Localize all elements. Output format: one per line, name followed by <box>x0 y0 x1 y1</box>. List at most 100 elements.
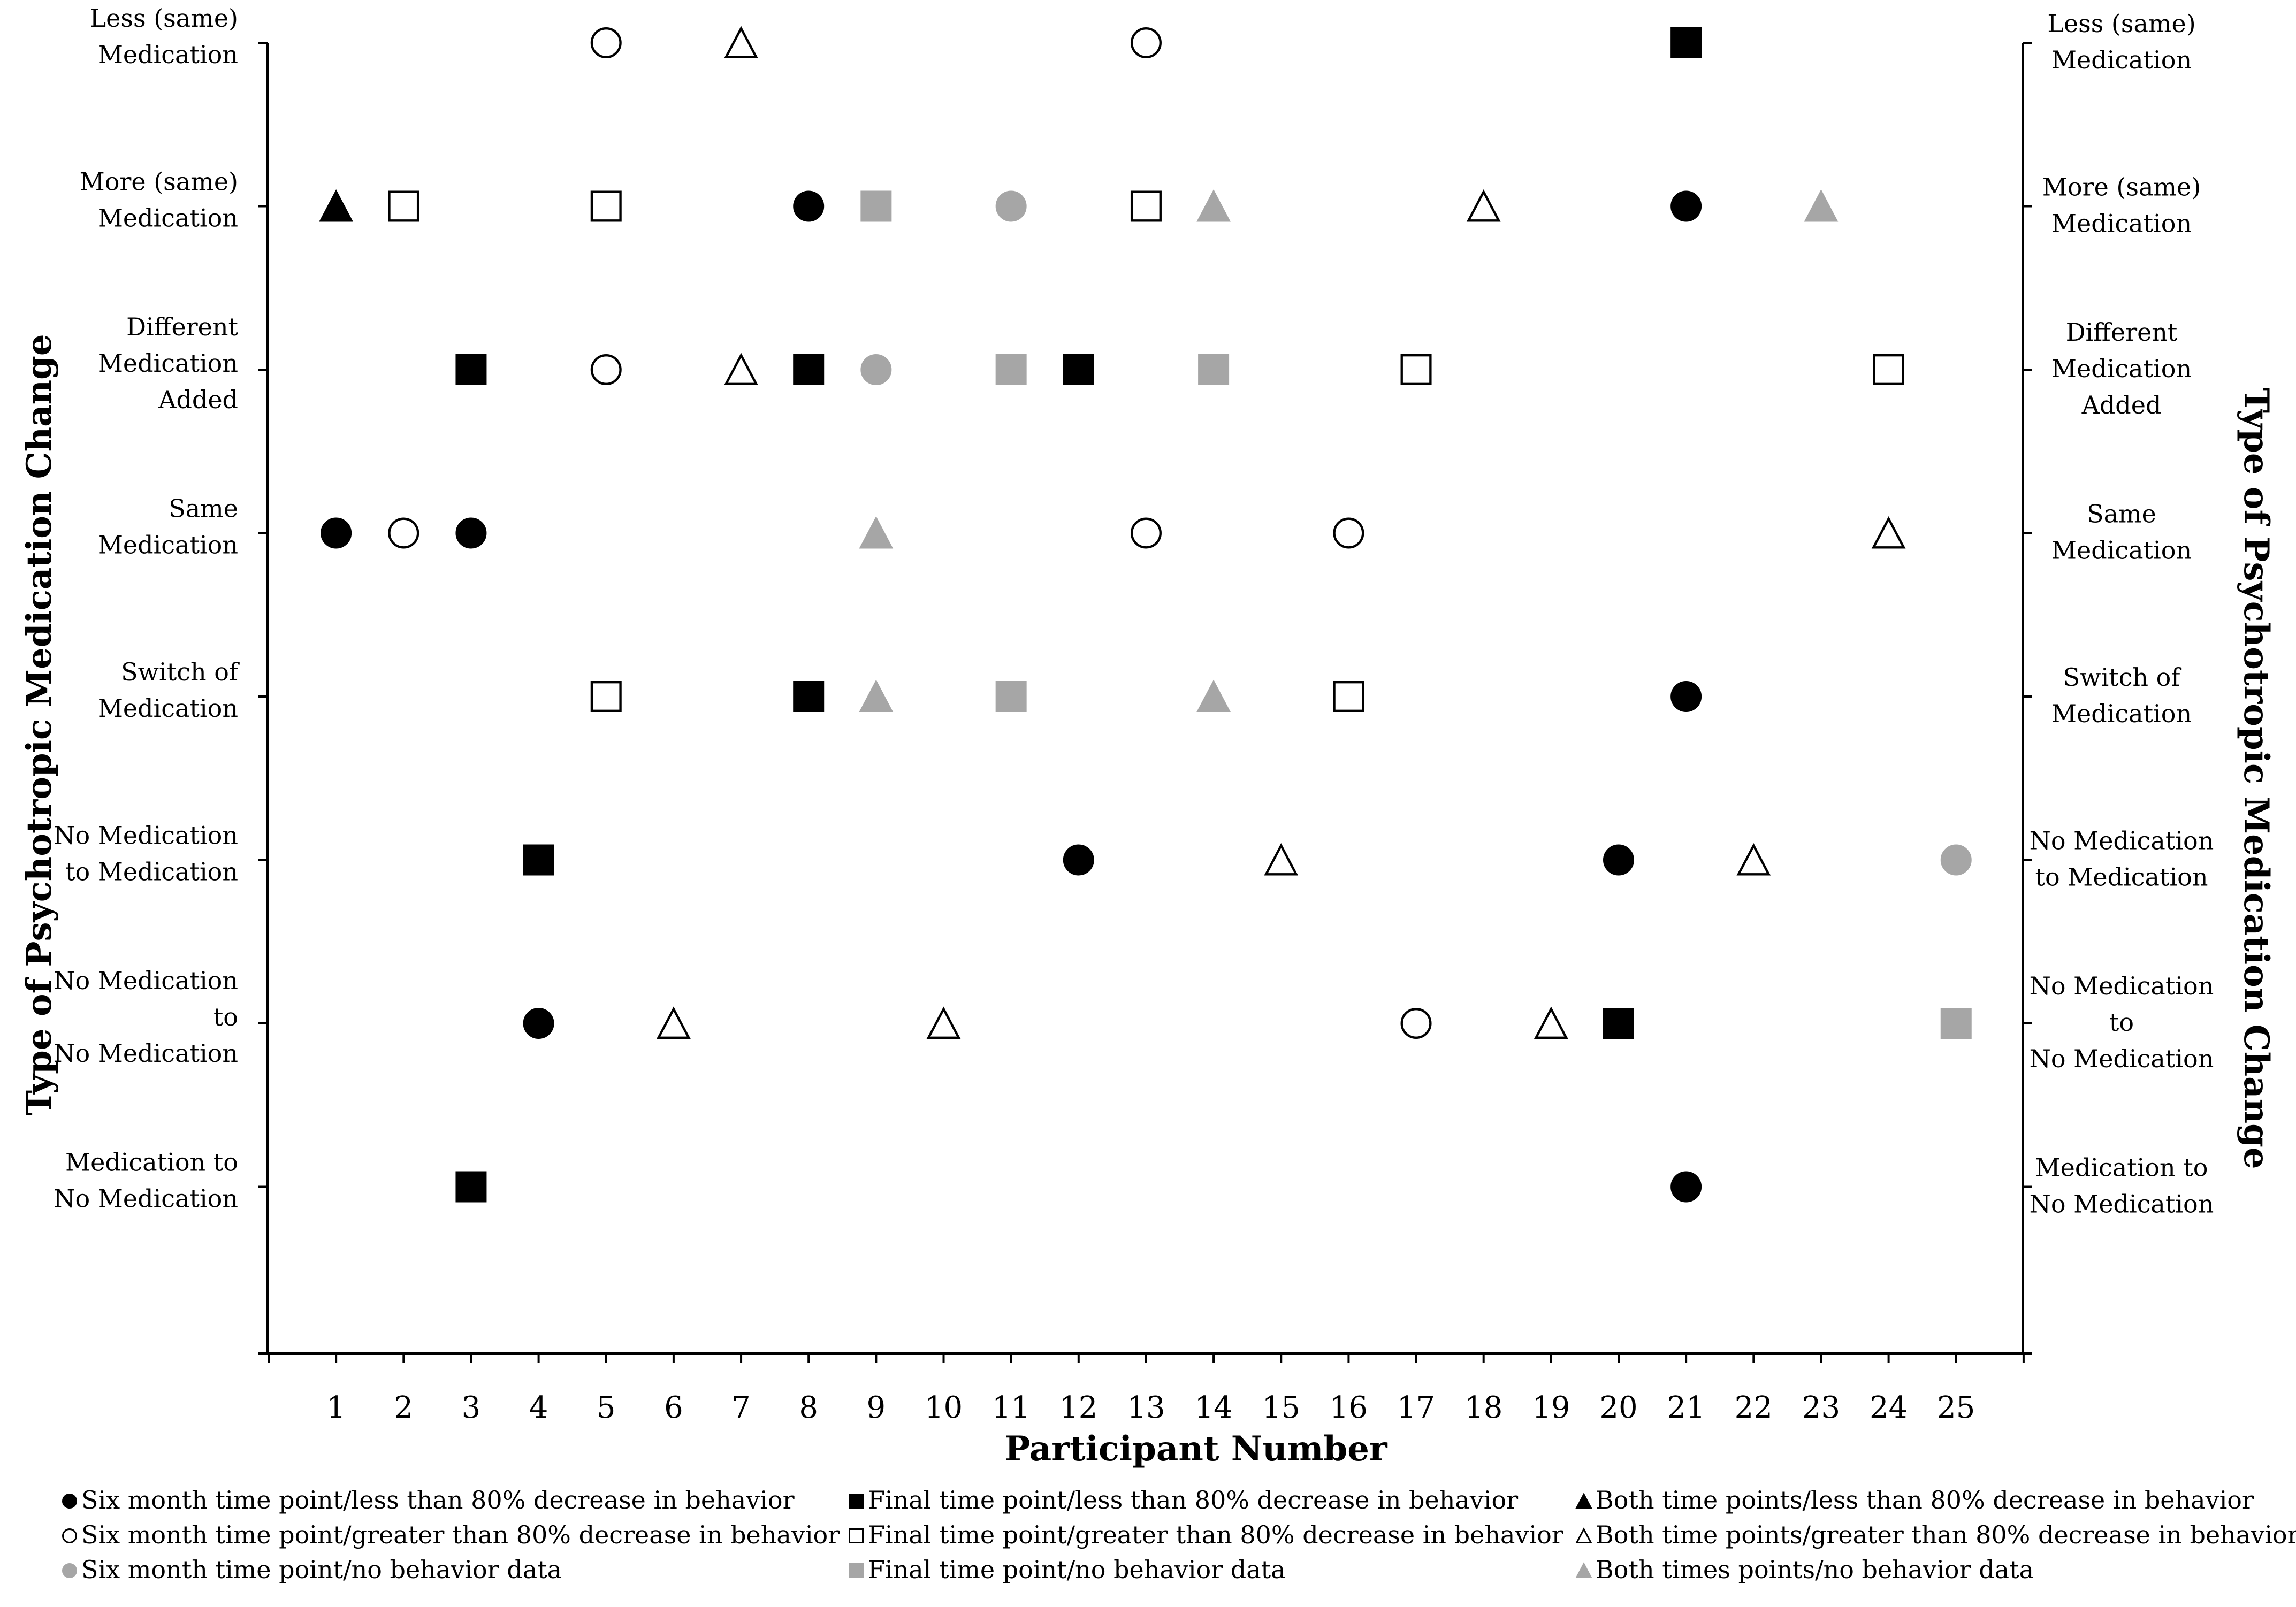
legend: Six month time point/less than 80% decre… <box>62 1486 2296 1584</box>
x-tick-label: 4 <box>529 1390 548 1425</box>
y-category-label-right: Different <box>2066 318 2178 347</box>
legend-label-final_greater: Final time point/greater than 80% decrea… <box>868 1520 1563 1549</box>
y-category-label-left: Medication to <box>65 1148 238 1177</box>
y-category-label-left: No Medication <box>54 1184 238 1213</box>
y-category-label-right: to <box>2109 1008 2134 1037</box>
data-point-final_less <box>1603 1008 1635 1039</box>
y-category-label-left: Added <box>158 385 238 414</box>
y-category-label-left: Same <box>169 494 238 523</box>
x-tick-label: 13 <box>1127 1390 1165 1425</box>
y-category-label-right: Medication <box>2051 536 2192 565</box>
x-tick-label: 24 <box>1870 1390 1908 1425</box>
y-category-label-left: Different <box>126 312 238 341</box>
legend-marker-final_less <box>849 1494 864 1509</box>
y-category-label-right: Switch of <box>2063 663 2182 692</box>
y-axis-title-right: Type of Psychotropic Medication Change <box>2236 387 2276 1169</box>
legend-marker-final_nodata <box>849 1563 864 1578</box>
x-tick-label: 11 <box>992 1390 1030 1425</box>
data-point-both_greater <box>1466 189 1501 222</box>
data-point-final_less <box>793 354 825 385</box>
y-category-label-right: No Medication <box>2030 1044 2214 1073</box>
data-point-final_less <box>1063 354 1094 385</box>
legend-label-both_nodata: Both times points/no behavior data <box>1596 1555 2034 1584</box>
legend-label-both_greater: Both time points/greater than 80% decrea… <box>1596 1520 2296 1549</box>
data-point-both_greater <box>926 1006 961 1039</box>
legend-label-final_less: Final time point/less than 80% decrease … <box>868 1486 1518 1514</box>
data-point-both_nodata <box>859 679 894 712</box>
x-tick-label: 10 <box>925 1390 963 1425</box>
data-point-final_less <box>455 354 487 385</box>
y-category-label-left: Medication <box>98 40 238 69</box>
data-point-six_nodata <box>995 190 1027 222</box>
data-point-six_greater <box>1130 517 1162 549</box>
data-point-six_greater <box>1130 27 1162 59</box>
y-category-label-left: Less (same) <box>90 4 238 33</box>
data-point-six_greater <box>590 354 622 385</box>
x-tick-label: 9 <box>867 1390 886 1425</box>
y-category-label-right: Added <box>2081 391 2162 419</box>
data-point-final_nodata <box>995 681 1027 713</box>
data-point-six_nodata <box>1940 844 1972 876</box>
y-category-label-left: to Medication <box>65 858 238 886</box>
legend-marker-six_greater <box>62 1528 77 1543</box>
y-category-labels-left: Less (same) Medication More (same) Medicati… <box>54 4 240 1213</box>
data-point-six_less <box>1670 681 1702 713</box>
data-point-six_nodata <box>860 354 892 385</box>
data-point-both_greater <box>1736 843 1771 876</box>
data-point-final_nodata <box>860 190 892 222</box>
y-axis-title-left: Type of Psychotropic Medication Change <box>19 334 59 1115</box>
legend-label-final_nodata: Final time point/no behavior data <box>868 1555 1286 1584</box>
data-point-six_greater <box>388 517 419 549</box>
x-tick-label: 2 <box>394 1390 413 1425</box>
y-category-label-left: Medication <box>98 204 238 233</box>
y-category-label-right: Medication <box>2051 209 2192 238</box>
data-point-final_greater <box>1400 354 1432 385</box>
data-point-both_greater <box>1534 1006 1568 1039</box>
y-category-label-left: More (same) <box>80 167 238 196</box>
x-tick-label: 14 <box>1194 1390 1232 1425</box>
data-point-final_greater <box>1130 190 1162 222</box>
legend-label-six_nodata: Six month time point/no behavior data <box>81 1555 562 1584</box>
data-point-six_less <box>1603 844 1635 876</box>
legend-label-six_less: Six month time point/less than 80% decre… <box>81 1486 795 1514</box>
y-category-label-right: Same <box>2087 500 2156 529</box>
data-point-final_greater <box>590 681 622 713</box>
y-category-labels-right: Less (same) Medication More (same) Medicati… <box>2030 9 2214 1219</box>
y-category-label-right: Medication <box>2051 354 2192 383</box>
x-tick-label: 21 <box>1667 1390 1705 1425</box>
data-point-six_greater <box>1400 1008 1432 1039</box>
data-point-final_greater <box>388 190 419 222</box>
x-tick-labels: 1 2 3 4 5 6 7 8 9 10 11 12 13 14 15 16 17 18 19 20 21 22 23 24 2… <box>326 1390 1975 1425</box>
y-category-label-right: to Medication <box>2035 863 2208 892</box>
y-category-label-left: No Medication <box>54 821 238 850</box>
legend-marker-both_nodata <box>1575 1562 1592 1578</box>
data-point-final_less <box>793 681 825 713</box>
x-tick-label: 6 <box>664 1390 683 1425</box>
y-category-label-left: No Medication <box>54 966 238 995</box>
data-point-both_nodata <box>1196 679 1231 712</box>
x-tick-label: 1 <box>326 1390 346 1425</box>
x-tick-label: 7 <box>731 1390 751 1425</box>
axes <box>258 42 2032 1363</box>
legend-label-six_greater: Six month time point/greater than 80% de… <box>81 1520 840 1549</box>
y-category-label-right: No Medication <box>2030 1190 2214 1219</box>
x-tick-label: 5 <box>597 1390 616 1425</box>
data-point-both_greater <box>724 26 758 58</box>
y-category-label-left: to <box>213 1003 238 1031</box>
data-point-both_nodata <box>859 516 894 549</box>
x-tick-label: 16 <box>1330 1390 1368 1425</box>
x-tick-label: 23 <box>1802 1390 1840 1425</box>
y-category-label-right: Medication <box>2051 699 2192 728</box>
data-point-final_greater <box>1873 354 1904 385</box>
data-point-final_less <box>523 844 554 876</box>
legend-label-both_less: Both time points/less than 80% decrease … <box>1596 1486 2254 1514</box>
x-tick-label: 19 <box>1532 1390 1570 1425</box>
x-tick-label: 12 <box>1059 1390 1097 1425</box>
x-tick-label: 18 <box>1464 1390 1502 1425</box>
data-point-final_less <box>1670 27 1702 59</box>
y-category-label-left: No Medication <box>54 1039 238 1068</box>
data-point-both_greater <box>724 353 758 386</box>
data-point-six_less <box>793 190 825 222</box>
x-tick-label: 22 <box>1735 1390 1773 1425</box>
